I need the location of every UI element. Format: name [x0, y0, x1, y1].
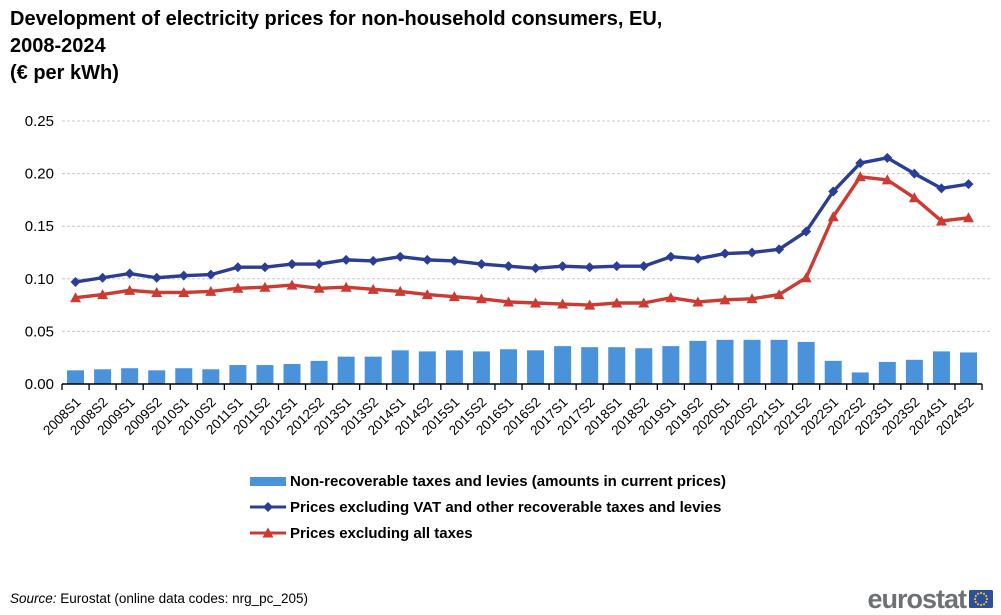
- gridlines: [62, 120, 991, 332]
- svg-text:0.15: 0.15: [25, 218, 54, 235]
- legend-item-excl-vat: Prices excluding VAT and other recoverab…: [248, 494, 726, 520]
- chart-footer: Source: Eurostat (online data codes: nrg…: [0, 582, 1001, 615]
- legend-item-excl-all-taxes: Prices excluding all taxes: [248, 520, 726, 546]
- svg-text:0.05: 0.05: [25, 323, 54, 340]
- svg-text:0.25: 0.25: [25, 113, 54, 130]
- price-chart: 0.00 0.05 0.10 0.15 0.20 0.25 2008S12008S22009…: [25, 113, 991, 439]
- x-axis: [61, 383, 983, 390]
- chart-title-line2: 2008-2024: [10, 35, 106, 57]
- line-diamond-swatch-icon: [250, 502, 286, 512]
- svg-text:0.00: 0.00: [25, 376, 54, 393]
- x-axis-labels: 2008S12008S22009S12009S22010S12010S22011…: [40, 395, 977, 439]
- chart-title-line3: (€ per kWh): [10, 62, 119, 84]
- chart-title-line1: Development of electricity prices for no…: [10, 8, 663, 30]
- chart-legend: Non-recoverable taxes and levies (amount…: [248, 468, 726, 546]
- legend-item-taxes-levies: Non-recoverable taxes and levies (amount…: [248, 468, 726, 494]
- svg-text:0.20: 0.20: [25, 166, 54, 183]
- legend-label: Non-recoverable taxes and levies (amount…: [290, 472, 726, 490]
- bars-series-taxes-levies: [67, 339, 978, 384]
- bar-swatch-icon: [250, 477, 286, 486]
- legend-label: Prices excluding all taxes: [290, 524, 473, 542]
- svg-text:0.10: 0.10: [25, 271, 54, 288]
- source-label: Source:: [10, 591, 57, 606]
- eurostat-logo-text: eurostat: [867, 583, 967, 614]
- legend-label: Prices excluding VAT and other recoverab…: [290, 498, 722, 516]
- line-series-excl-vat: [70, 152, 974, 287]
- eurostat-logo: eurostat: [867, 583, 993, 614]
- source-text: Eurostat (online data codes: nrg_pc_205): [60, 591, 308, 606]
- line-triangle-swatch-icon: [250, 527, 286, 538]
- chart-title: Development of electricity prices for no…: [10, 6, 662, 87]
- line-series-excl-all-taxes: [70, 171, 975, 310]
- source-note: Source: Eurostat (online data codes: nrg…: [10, 591, 308, 606]
- y-axis-labels: 0.00 0.05 0.10 0.15 0.20 0.25: [25, 113, 54, 393]
- eu-flag-icon: [969, 589, 993, 608]
